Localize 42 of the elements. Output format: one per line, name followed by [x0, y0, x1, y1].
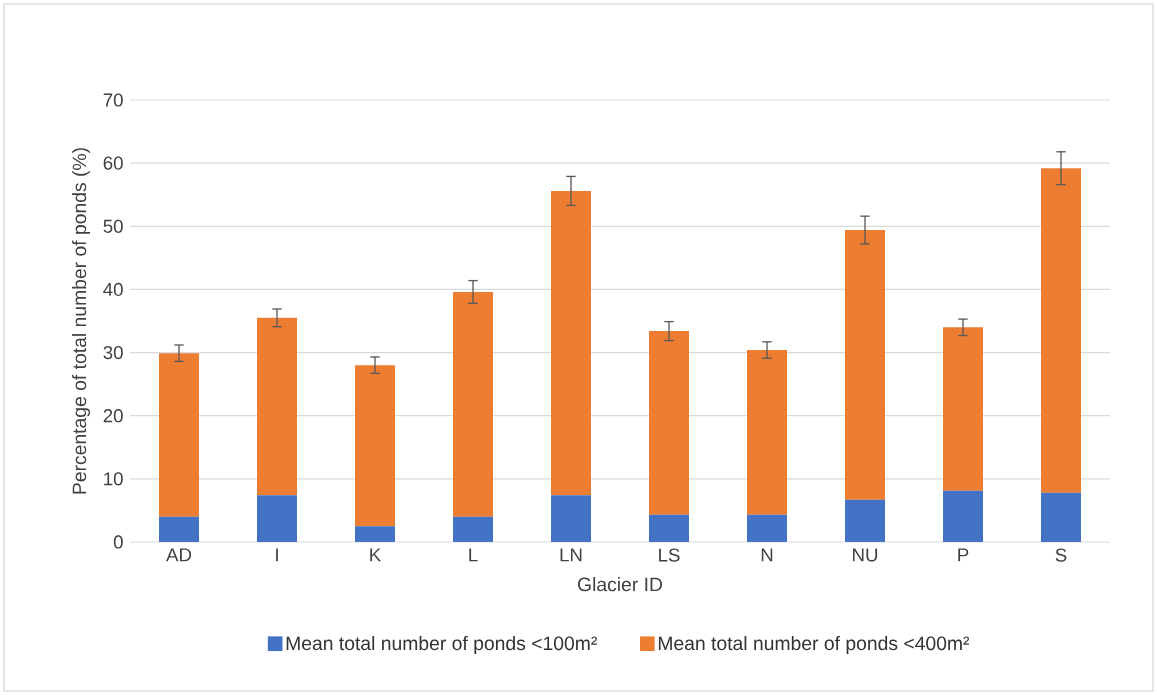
bar [453, 291, 493, 517]
bar [747, 350, 787, 515]
legend-label: Mean total number of ponds <400m² [658, 635, 970, 655]
x-tick-label: P [958, 548, 969, 562]
y-tick-label: 30 [103, 345, 123, 360]
x-tick-label: K [370, 548, 382, 562]
bar [943, 327, 983, 491]
bar [551, 190, 591, 496]
x-tick-label: S [1055, 548, 1067, 562]
bar [453, 516, 493, 542]
y-tick-label: 0 [113, 535, 123, 549]
bar [845, 230, 885, 500]
y-axis-title: Percentage of total number of ponds (%) [72, 148, 91, 494]
bar [551, 495, 591, 542]
x-axis-title: Glacier ID [578, 577, 663, 592]
bar [355, 526, 395, 542]
y-tick-label: 60 [103, 156, 123, 170]
y-tick-label: 10 [104, 472, 123, 486]
x-tick-label: I [276, 548, 278, 562]
x-tick-label: N [761, 548, 773, 562]
bar [257, 495, 297, 542]
bar [355, 365, 395, 527]
bar [649, 331, 689, 515]
bar [159, 516, 199, 542]
y-tick-label: 20 [103, 409, 123, 423]
y-tick-label: 70 [103, 93, 123, 107]
bar [943, 490, 983, 542]
x-tick-label: L [469, 548, 478, 562]
bar [845, 499, 885, 542]
bar [1041, 168, 1081, 493]
y-tick-label: 40 [103, 282, 123, 297]
bar [747, 514, 787, 542]
legend-label: Mean total number of ponds <100m² [286, 635, 597, 655]
bar [649, 514, 689, 542]
bar [257, 317, 297, 496]
x-tick-label: NU [853, 548, 878, 562]
bar [159, 353, 199, 517]
x-tick-label: LS [659, 548, 680, 562]
y-tick-label: 50 [103, 219, 123, 233]
x-tick-label: LN [560, 548, 582, 562]
x-tick-label: AD [166, 548, 192, 562]
bar [1041, 492, 1081, 542]
